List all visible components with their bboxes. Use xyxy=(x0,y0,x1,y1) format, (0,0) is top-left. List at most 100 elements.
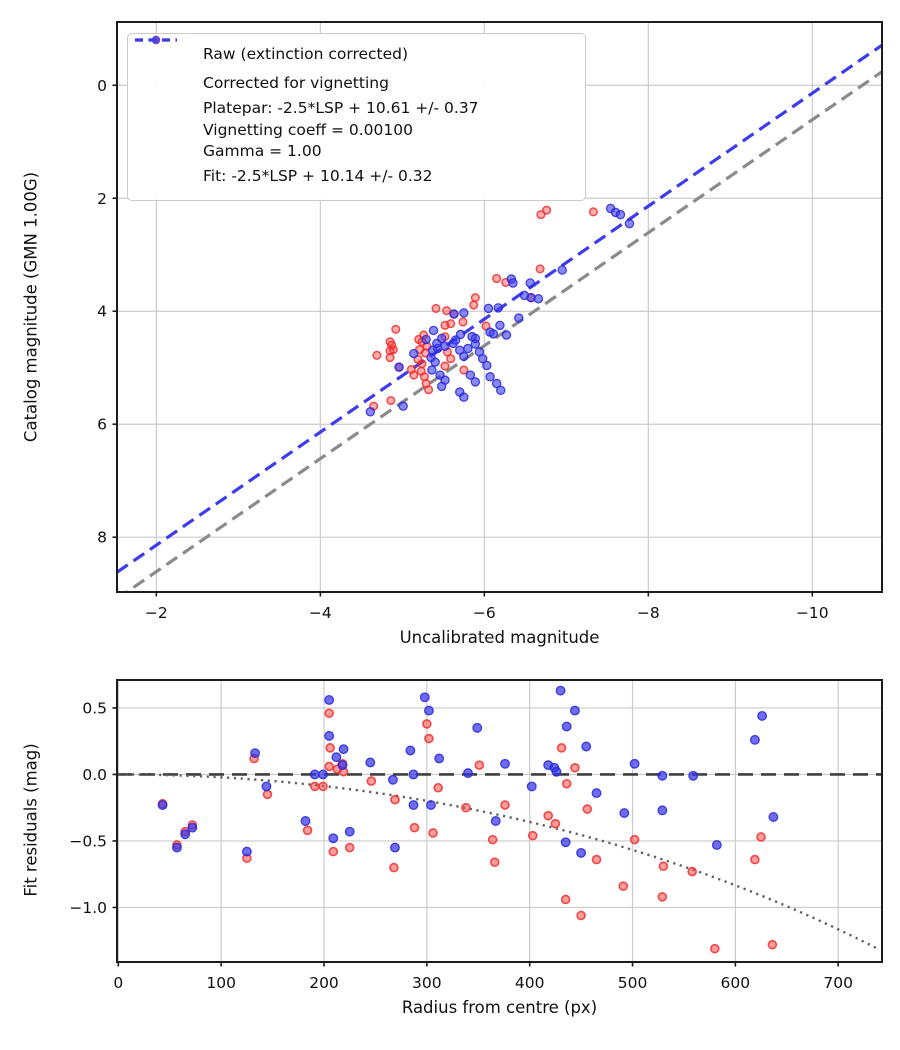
scatter-point-raw xyxy=(588,207,598,217)
scatter-point-raw xyxy=(324,708,334,719)
scatter-point-corrected xyxy=(490,816,501,826)
scatter-point-raw xyxy=(560,894,571,905)
scatter-point-raw xyxy=(542,205,552,215)
scatter-point-raw xyxy=(618,881,629,891)
scatter-point-corrected xyxy=(533,294,544,304)
scatter-point-raw xyxy=(756,832,766,842)
scatter-point-corrected xyxy=(337,760,348,771)
scatter-point-raw xyxy=(409,822,420,833)
scatter-point-corrected xyxy=(398,401,408,411)
scatter-point-raw xyxy=(658,861,669,872)
scatter-point-corrected xyxy=(551,766,562,777)
series-scatter-point-raw xyxy=(369,205,598,411)
scatter-point-corrected xyxy=(768,812,779,822)
scatter-point-corrected xyxy=(387,774,398,785)
scatter-point-corrected xyxy=(427,345,438,355)
y-tick-label: 8 xyxy=(97,529,107,547)
scatter-point-raw xyxy=(446,354,456,364)
bottom-xaxis-label: Radius from centre (px) xyxy=(401,998,598,1017)
x-tick-label: 100 xyxy=(206,974,236,992)
scatter-point-corrected xyxy=(344,826,355,837)
scatter-point-corrected xyxy=(619,808,630,818)
scatter-point-raw xyxy=(422,719,432,729)
top-yaxis-label: Catalog magnitude (GMN 1.00G) xyxy=(21,171,41,443)
scatter-point-raw xyxy=(561,778,572,789)
y-tick-label: −0.5 xyxy=(69,832,107,850)
scatter-point-corrected xyxy=(591,788,602,799)
scatter-point-corrected xyxy=(241,846,252,857)
scatter-point-raw xyxy=(424,385,434,395)
scatter-point-corrected xyxy=(508,278,518,288)
series-scatter-point-corrected xyxy=(365,203,635,417)
scatter-point-raw xyxy=(428,828,438,838)
legend-label: Fit: -2.5*LSP + 10.14 +/- 0.32 xyxy=(203,167,433,186)
scatter-point-raw xyxy=(492,273,502,284)
scatter-point-corrected xyxy=(557,265,567,275)
scatter-point-corrected xyxy=(485,372,495,382)
scatter-point-raw xyxy=(372,350,382,360)
legend-row: Fit: -2.5*LSP + 10.14 +/- 0.32 xyxy=(135,38,575,192)
scatter-point-raw xyxy=(431,303,441,313)
scatter-point-corrected xyxy=(757,710,768,721)
scatter-point-corrected xyxy=(477,353,488,364)
scatter-point-corrected xyxy=(436,381,447,392)
scatter-point-raw xyxy=(687,866,697,877)
x-tick-label: −6 xyxy=(473,604,496,622)
x-tick-label: 400 xyxy=(515,974,545,992)
scatter-point-corrected xyxy=(463,343,473,354)
scatter-point-corrected xyxy=(318,769,328,780)
top-xaxis-label: Uncalibrated magnitude xyxy=(399,628,600,647)
scatter-point-corrected xyxy=(459,392,469,402)
y-tick-label: 0 xyxy=(97,77,107,95)
x-tick-label: 700 xyxy=(823,974,853,992)
scatter-point-raw xyxy=(535,264,545,274)
series-scatter-point-raw xyxy=(157,708,778,954)
scatter-point-corrected xyxy=(472,722,483,733)
scatter-point-raw xyxy=(390,794,400,805)
scatter-point-raw xyxy=(576,910,586,921)
scatter-point-corrected xyxy=(491,378,502,389)
scatter-point-corrected xyxy=(555,685,566,696)
scatter-point-raw xyxy=(629,834,640,845)
scatter-point-raw xyxy=(302,825,313,836)
scatter-point-raw xyxy=(591,854,602,865)
x-tick-label: 0 xyxy=(113,974,123,992)
scatter-point-raw xyxy=(344,842,355,853)
platepar-line xyxy=(124,70,882,592)
scatter-point-raw xyxy=(262,789,273,800)
y-tick-label: −1.0 xyxy=(69,899,107,917)
scatter-point-raw xyxy=(417,359,427,369)
scatter-point-raw xyxy=(489,857,500,868)
scatter-point-corrected xyxy=(569,705,580,716)
scatter-point-corrected xyxy=(394,362,404,372)
x-tick-label: 300 xyxy=(412,974,442,992)
scatter-point-corrected xyxy=(500,758,510,769)
scatter-point-corrected xyxy=(426,800,436,810)
scatter-point-raw xyxy=(458,317,468,327)
series-scatter-point-corrected xyxy=(157,685,779,858)
scatter-point-corrected xyxy=(711,839,722,850)
scatter-point-raw xyxy=(767,939,778,950)
scatter-point-raw xyxy=(391,324,401,334)
scatter-point-raw xyxy=(543,810,553,821)
scatter-point-corrected xyxy=(250,748,261,759)
scatter-point-corrected xyxy=(390,842,400,853)
x-tick-label: −4 xyxy=(309,604,332,622)
scatter-point-raw xyxy=(309,781,320,792)
scatter-point-corrected xyxy=(180,829,191,840)
scatter-point-corrected xyxy=(434,753,445,764)
scatter-point-corrected xyxy=(624,218,635,229)
scatter-point-raw xyxy=(324,761,334,772)
scatter-point-raw xyxy=(709,943,720,954)
scatter-point-corrected xyxy=(172,842,182,853)
scatter-point-corrected xyxy=(408,800,419,810)
scatter-point-corrected xyxy=(261,781,272,792)
scatter-point-corrected xyxy=(470,377,481,387)
scatter-point-corrected xyxy=(421,334,431,345)
scatter-point-corrected xyxy=(501,330,512,340)
scatter-point-raw xyxy=(481,321,491,331)
scatter-point-corrected xyxy=(436,333,447,344)
scatter-point-corrected xyxy=(581,741,592,752)
scatter-point-corrected xyxy=(482,360,492,371)
